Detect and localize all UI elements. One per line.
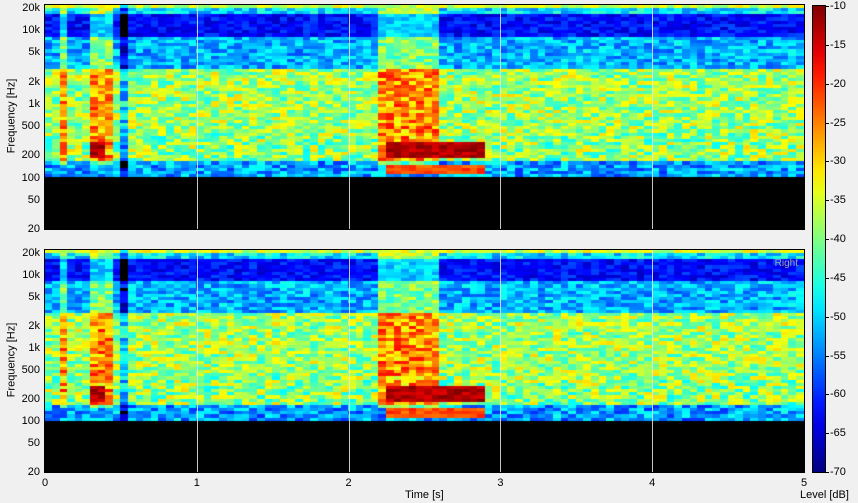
- y-tick-label: 100: [21, 171, 40, 184]
- y-tick-label: 1k: [28, 97, 40, 110]
- x-tick-label: 1: [193, 477, 200, 489]
- colorbar-tick-label: -65: [830, 427, 846, 440]
- colorbar-tick-label: -60: [830, 388, 846, 401]
- y-tick-label: 20: [27, 223, 40, 235]
- x-tick-label: 0: [41, 477, 49, 489]
- y-axis-label-bottom: Frequency [Hz]: [5, 322, 18, 398]
- colorbar-tick-mark: [825, 433, 829, 435]
- colorbar-tick-label: -35: [830, 194, 846, 207]
- y-tick-label: 1k: [28, 341, 40, 354]
- colorbar-tick-label: -55: [830, 349, 846, 362]
- y-tick-label: 200: [21, 393, 40, 405]
- grid-line: [500, 250, 502, 472]
- y-tick-label: 500: [21, 120, 40, 133]
- y-tick-label: 20: [27, 466, 40, 478]
- spectrogram-heatmap-top: [45, 5, 804, 229]
- colorbar-tick-label: -70: [830, 466, 846, 478]
- colorbar-tick-label: -50: [830, 310, 846, 323]
- colorbar-tick-label: -10: [830, 0, 846, 12]
- grid-line: [652, 250, 654, 472]
- y-tick-label: 20k: [22, 247, 40, 260]
- grid-line: [652, 5, 654, 229]
- y-tick-label: 50: [27, 193, 40, 206]
- colorbar-tick-label: -30: [830, 155, 846, 168]
- y-tick-label: 2k: [28, 320, 40, 332]
- colorbar-tick-label: -25: [830, 116, 846, 129]
- spectrogram-heatmap-bottom: [45, 250, 804, 472]
- grid-line: [348, 250, 350, 472]
- y-tick-label: 5k: [28, 46, 40, 59]
- y-tick-label: 50: [27, 436, 40, 449]
- x-tick-label: 5: [800, 477, 808, 489]
- colorbar-tick-mark: [825, 316, 829, 318]
- colorbar-tick-mark: [825, 277, 829, 279]
- y-tick-label: 20k: [22, 2, 40, 15]
- y-tick-label: 100: [21, 414, 40, 427]
- colorbar-tick-label: -45: [830, 271, 846, 284]
- y-tick-label: 500: [21, 363, 40, 376]
- grid-line: [196, 5, 198, 229]
- x-axis-label: Time [s]: [405, 489, 444, 501]
- x-tick-label: 2: [345, 477, 352, 489]
- colorbar-tick-mark: [825, 200, 829, 202]
- colorbar-tick-mark: [825, 355, 829, 357]
- colorbar-tick-mark: [825, 394, 829, 396]
- colorbar-tick-mark: [825, 472, 829, 473]
- channel-label-bottom: Right: [774, 258, 798, 269]
- y-tick-label: 10k: [22, 268, 40, 281]
- y-tick-label: 5k: [28, 290, 40, 303]
- y-tick-label: 10k: [22, 24, 40, 37]
- grid-line: [500, 5, 502, 229]
- y-axis-label-top: Frequency [Hz]: [5, 78, 18, 154]
- grid-line: [196, 250, 198, 472]
- colorbar-tick-mark: [825, 122, 829, 124]
- colorbar-tick-label: -40: [830, 233, 846, 245]
- colorbar-tick-mark: [825, 239, 829, 240]
- y-tick-label: 200: [21, 149, 40, 162]
- y-tick-label: 2k: [28, 75, 40, 88]
- x-tick-label: 3: [497, 477, 504, 489]
- colorbar-tick-mark: [825, 44, 829, 46]
- colorbar-tick-mark: [825, 6, 829, 7]
- colorbar-tick-mark: [825, 83, 829, 85]
- grid-line: [348, 5, 350, 229]
- colorbar: [812, 5, 826, 473]
- spectrogram-plot-top[interactable]: [44, 4, 805, 230]
- colorbar-tick-label: -15: [830, 38, 846, 51]
- x-tick-label: 4: [649, 477, 656, 489]
- colorbar-label: Level [dB]: [800, 489, 849, 501]
- colorbar-tick-label: -20: [830, 77, 846, 90]
- spectrogram-plot-bottom[interactable]: Right: [44, 249, 805, 473]
- colorbar-tick-mark: [825, 161, 829, 163]
